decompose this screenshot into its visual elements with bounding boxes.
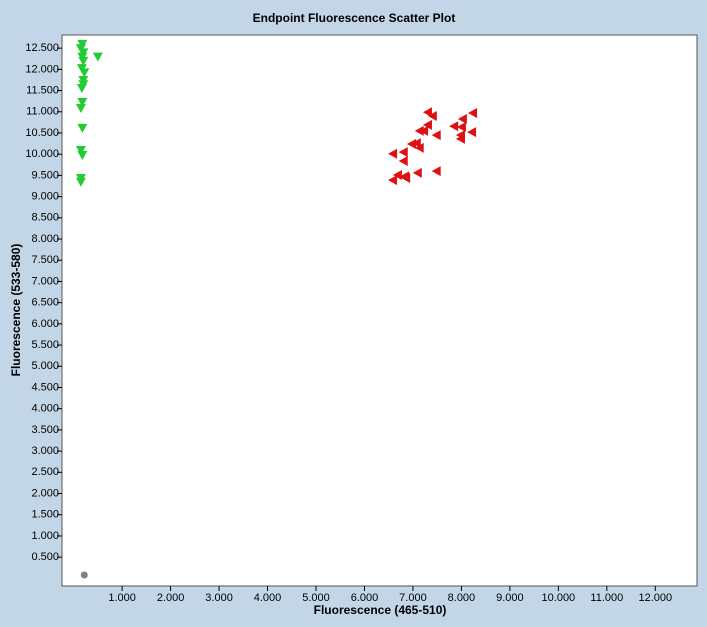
y-tick-label: 10.000 (25, 148, 59, 160)
point (75, 177, 86, 187)
point (388, 148, 398, 159)
point (431, 166, 441, 177)
point (431, 130, 441, 141)
point (455, 133, 465, 144)
y-tick-label: 11.500 (26, 84, 59, 96)
x-tick-label: 4.000 (254, 592, 282, 604)
point (401, 172, 411, 183)
x-tick-label: 5.000 (302, 592, 330, 604)
point (388, 175, 398, 186)
x-axis-label: Fluorescence (465-510) (314, 603, 447, 617)
point (411, 138, 421, 149)
y-tick-label: 8.500 (31, 212, 59, 224)
x-tick-label: 7.000 (399, 592, 427, 604)
x-tick-label: 12.000 (638, 592, 672, 604)
x-tick-label: 2.000 (157, 592, 185, 604)
point (412, 167, 422, 178)
y-tick-label: 9.000 (31, 191, 59, 203)
x-tick-label: 6.000 (351, 592, 379, 604)
y-tick-label: 5.000 (31, 360, 59, 372)
y-tick-label: 12.000 (25, 63, 59, 75)
y-tick-label: 6.000 (31, 318, 59, 330)
y-tick-label: 3.000 (31, 445, 59, 457)
y-tick-label: 8.000 (31, 233, 59, 245)
y-tick-label: 0.500 (31, 551, 59, 563)
point (392, 169, 402, 180)
y-tick-label: 1.000 (31, 530, 59, 542)
y-tick-label: 9.500 (31, 169, 59, 181)
point (75, 103, 86, 113)
x-tick-label: 10.000 (542, 592, 576, 604)
point (422, 119, 432, 130)
point (92, 52, 103, 62)
y-tick-label: 6.500 (31, 297, 59, 309)
y-tick-label: 3.500 (31, 424, 59, 436)
point (427, 111, 437, 122)
point (398, 155, 408, 166)
x-tick-label: 8.000 (448, 592, 476, 604)
point (79, 68, 90, 78)
point (468, 108, 478, 119)
chart-title: Endpoint Fluorescence Scatter Plot (253, 11, 456, 25)
y-tick-label: 7.500 (31, 254, 59, 266)
point (80, 571, 88, 579)
point (406, 139, 416, 150)
point (398, 147, 408, 158)
y-tick-label: 4.500 (31, 381, 59, 393)
y-tick-label: 10.500 (25, 127, 59, 139)
point (422, 107, 432, 118)
y-tick-label: 2.000 (31, 487, 59, 499)
point (77, 123, 88, 133)
y-tick-label: 11.000 (26, 106, 59, 118)
y-tick-label: 2.500 (31, 466, 59, 478)
point (414, 142, 424, 153)
x-tick-label: 9.000 (496, 592, 524, 604)
plot-area (61, 34, 698, 587)
x-tick-label: 3.000 (205, 592, 233, 604)
x-tick-label: 1.000 (108, 592, 136, 604)
point (467, 127, 477, 138)
point (78, 56, 89, 66)
y-axis-label: Fluorescence (533-580) (9, 244, 23, 377)
y-tick-label: 7.000 (31, 275, 59, 287)
point (77, 151, 88, 161)
y-tick-label: 12.500 (25, 42, 59, 54)
point (75, 145, 86, 155)
y-tick-label: 1.500 (31, 509, 59, 521)
x-tick-label: 11.000 (590, 592, 623, 604)
point (76, 84, 87, 94)
y-tick-label: 5.500 (31, 339, 59, 351)
point (414, 125, 424, 136)
point (456, 122, 466, 133)
point (457, 113, 467, 124)
point (77, 98, 88, 108)
point (449, 121, 459, 132)
y-tick-label: 4.000 (31, 403, 59, 415)
